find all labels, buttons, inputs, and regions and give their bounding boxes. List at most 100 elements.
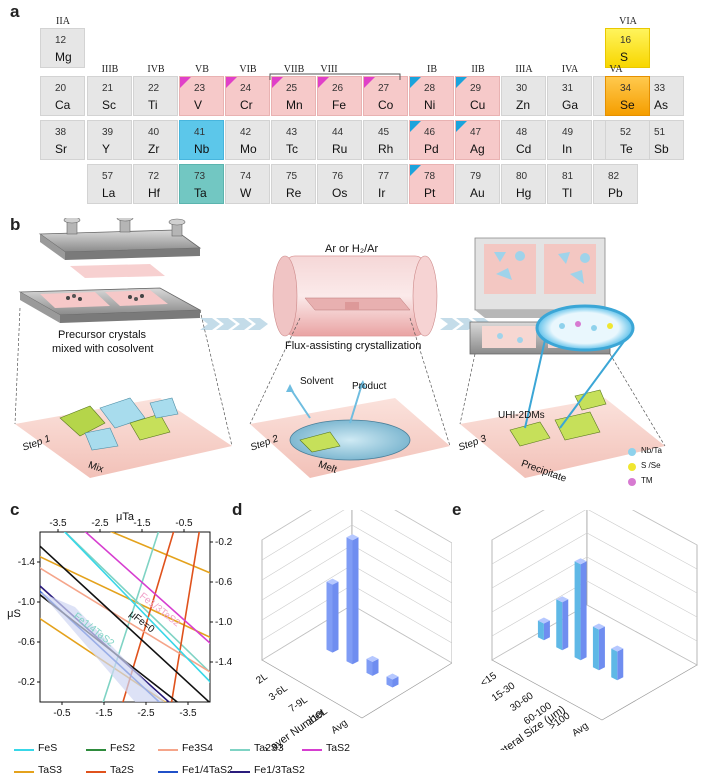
- atomic-number: 57: [102, 171, 114, 182]
- gridline: [394, 510, 452, 544]
- gridline: [586, 580, 698, 642]
- atomic-number: 20: [55, 83, 67, 94]
- viii-bracket: [269, 73, 401, 80]
- gridline: [491, 510, 586, 565]
- element-cd: 48 Cd: [501, 120, 546, 160]
- group-label: VIII: [320, 64, 338, 75]
- element-symbol: Ni: [424, 98, 436, 112]
- atomic-number: 39: [102, 127, 114, 138]
- element-symbol: Ga: [562, 98, 579, 112]
- element-la: 57 La: [87, 164, 132, 204]
- atomic-number: 29: [470, 83, 482, 94]
- bar-top: [611, 645, 624, 652]
- left-tick-label: -0.2: [18, 677, 36, 688]
- top-tick-label: -1.5: [133, 518, 151, 529]
- legend-label: FeS: [38, 742, 58, 754]
- legend-item: Ta2S3: [230, 742, 284, 754]
- group-label: VA: [609, 64, 623, 75]
- bar-side: [392, 676, 399, 688]
- gridline: [586, 532, 698, 594]
- panel-d-label: d: [232, 500, 243, 519]
- group-label: IIA: [56, 16, 70, 27]
- marker-icon: [226, 77, 237, 88]
- atomic-number: 74: [240, 171, 252, 182]
- element-ca: 20 Ca: [40, 76, 85, 116]
- element-symbol: La: [102, 186, 116, 200]
- bar-side: [352, 537, 359, 665]
- bar-top: [574, 558, 587, 565]
- legend-item: TaS2: [302, 742, 350, 754]
- x-tick-label: Avg: [329, 718, 349, 737]
- element-symbol: Mn: [286, 98, 303, 112]
- element-symbol: Tl: [562, 186, 572, 200]
- atomic-number: 12: [55, 35, 67, 46]
- element-au: 79 Au: [455, 164, 500, 204]
- left-tick-label: -0.6: [18, 637, 36, 648]
- bar-front: [366, 658, 373, 676]
- legend-swatch: [86, 771, 106, 773]
- element-ag: 47 Ag: [455, 120, 500, 160]
- boundary-line: [40, 545, 210, 702]
- element-mn: 25 Mn: [271, 76, 316, 116]
- element-symbol: Tc: [286, 142, 298, 156]
- legend-label: FeS2: [110, 742, 136, 754]
- legend-label: Ta2S: [110, 764, 134, 776]
- top-tick-label: -2.5: [91, 518, 109, 529]
- element-co: 27 Co: [363, 76, 408, 116]
- element-symbol: Ta: [194, 186, 207, 200]
- element-cu: 29 Cu: [455, 76, 500, 116]
- bar-side: [580, 561, 587, 661]
- element-rh: 45 Rh: [363, 120, 408, 160]
- element-symbol: Sc: [102, 98, 117, 112]
- legend-label: Ta2S3: [254, 742, 284, 754]
- legend-swatch: [14, 771, 34, 773]
- legend-item: Fe1/4TaS2: [158, 764, 233, 776]
- bar-front: [556, 599, 563, 651]
- gridline: [351, 564, 452, 624]
- bar-side: [598, 626, 605, 671]
- precursor-label-2: mixed with cosolvent: [52, 343, 154, 355]
- marker-icon: [456, 121, 467, 132]
- element-symbol: Te: [620, 142, 633, 156]
- flux-label: Flux-assisting crystallization: [285, 340, 422, 352]
- element-symbol: Cd: [516, 142, 532, 156]
- gridline: [632, 510, 698, 546]
- gridline: [261, 524, 353, 581]
- bottom-tick-label: -1.5: [95, 708, 113, 719]
- boundary-lines: [40, 532, 210, 702]
- gridline: [586, 556, 698, 618]
- bar-side: [543, 620, 550, 641]
- gridline: [261, 544, 353, 601]
- legend-swatch: [86, 749, 106, 751]
- marker-icon: [456, 77, 467, 88]
- element-s: 16 S: [605, 28, 650, 68]
- element-ti: 22 Ti: [133, 76, 178, 116]
- legend-item: FeS2: [86, 742, 135, 754]
- legend-item: FeS: [14, 742, 57, 754]
- bar-top: [326, 578, 339, 585]
- atomic-number: 43: [286, 127, 298, 138]
- atomic-number: 72: [148, 171, 160, 182]
- legend-nbta-label: Nb/Ta: [641, 446, 662, 455]
- gridline: [491, 510, 545, 541]
- boundary-line: [84, 532, 210, 645]
- element-symbol: Co: [378, 98, 394, 112]
- atomic-number: 23: [194, 83, 206, 94]
- marker-icon: [272, 77, 283, 88]
- right-tick-label: -1.4: [215, 657, 232, 668]
- panel-b-label: b: [10, 215, 21, 234]
- element-mg: 12 Mg: [40, 28, 85, 68]
- atomic-number: 44: [332, 127, 344, 138]
- element-symbol: Zn: [516, 98, 531, 112]
- element-cr: 24 Cr: [225, 76, 270, 116]
- legend-dot-sse: [628, 463, 636, 471]
- element-symbol: Pb: [608, 186, 623, 200]
- element-hg: 80 Hg: [501, 164, 546, 204]
- atomic-number: 33: [654, 83, 666, 94]
- element-ni: 28 Ni: [409, 76, 454, 116]
- legend-tm-label: TM: [641, 476, 653, 485]
- element-sr: 38 Sr: [40, 120, 85, 160]
- element-symbol: Sr: [55, 142, 67, 156]
- element-symbol: Rh: [378, 142, 394, 156]
- element-symbol: V: [194, 98, 203, 112]
